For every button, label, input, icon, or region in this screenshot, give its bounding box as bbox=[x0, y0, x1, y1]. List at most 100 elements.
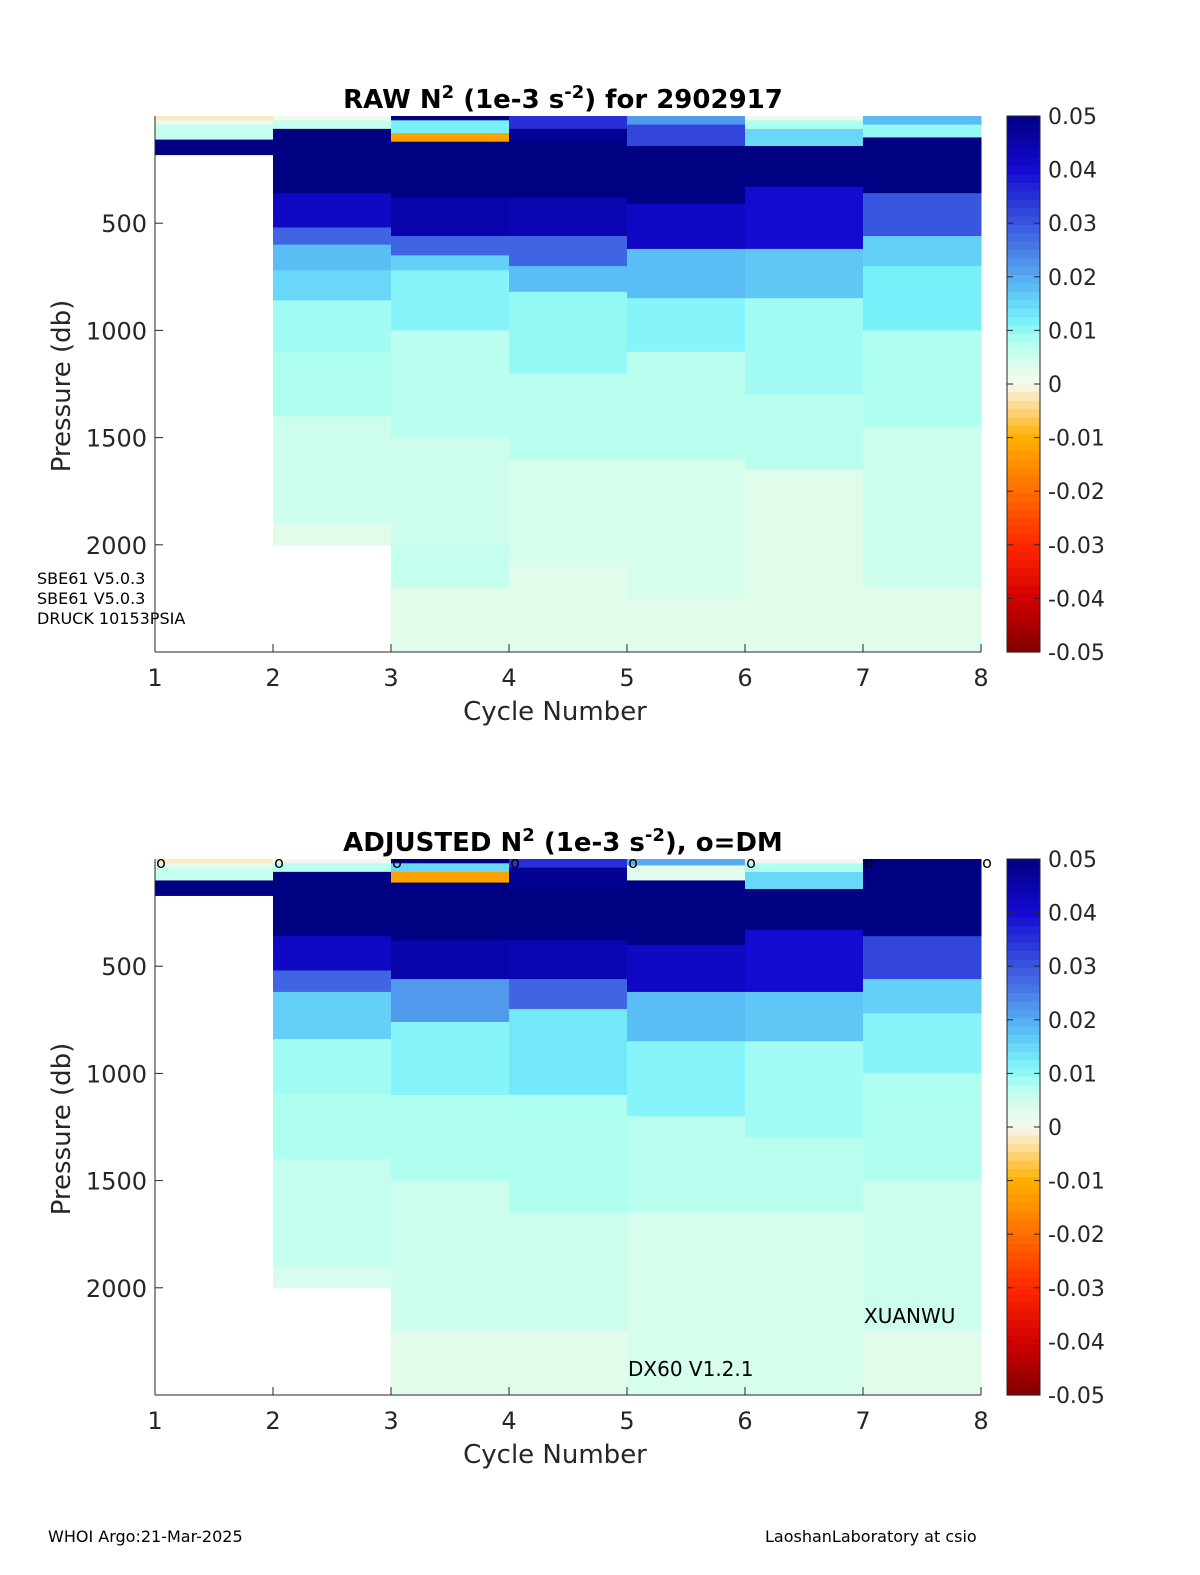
dm-flag-marker: o bbox=[864, 853, 874, 872]
colorbar-swatch bbox=[1007, 1034, 1040, 1044]
colorbar-swatch bbox=[1007, 926, 1040, 935]
colorbar-swatch bbox=[1007, 116, 1040, 125]
heatmap-cell-cycle-7 bbox=[863, 137, 982, 194]
heatmap-cell-cycle-5 bbox=[627, 116, 746, 126]
colorbar-tick-label: 0.05 bbox=[1048, 105, 1097, 130]
colorbar-swatch bbox=[1007, 917, 1040, 927]
colorbar-swatch bbox=[1007, 1311, 1040, 1321]
title-superscript: -2 bbox=[564, 82, 584, 103]
heatmap-cell-cycle-6 bbox=[745, 991, 864, 1042]
colorbar-swatch bbox=[1007, 1353, 1040, 1363]
heatmap-cell-cycle-6 bbox=[745, 394, 864, 471]
heatmap-cell-cycle-3 bbox=[391, 141, 510, 198]
colorbar-swatch bbox=[1007, 601, 1040, 611]
colorbar-tick-label: 0.03 bbox=[1048, 955, 1097, 980]
colorbar-swatch bbox=[1007, 867, 1040, 877]
colorbar-swatch bbox=[1007, 166, 1040, 176]
heatmap-cell-cycle-5 bbox=[627, 598, 746, 653]
heatmap-cell-cycle-2 bbox=[273, 859, 392, 864]
colorbar-swatch bbox=[1007, 1261, 1040, 1270]
heatmap-cell-cycle-4 bbox=[509, 236, 628, 267]
colorbar-tick-label: 0.02 bbox=[1048, 1009, 1097, 1034]
colorbar-swatch bbox=[1007, 1252, 1040, 1262]
colorbar-swatch bbox=[1007, 959, 1040, 969]
x-tick-label: 2 bbox=[265, 664, 280, 692]
y-tick-label: 2000 bbox=[86, 1275, 147, 1303]
heatmap-cell-cycle-6 bbox=[745, 1212, 864, 1396]
y-tick-label: 1500 bbox=[86, 1168, 147, 1196]
heatmap-cell-cycle-3 bbox=[391, 133, 510, 143]
dm-flag-marker: o bbox=[510, 853, 520, 872]
heatmap-cell-cycle-2 bbox=[273, 351, 392, 417]
heatmap-cell-cycle-1 bbox=[155, 139, 274, 156]
heatmap-cell-cycle-2 bbox=[273, 863, 392, 873]
colorbar-swatch bbox=[1007, 476, 1040, 486]
colorbar-swatch bbox=[1007, 875, 1040, 885]
colorbar-swatch bbox=[1007, 208, 1040, 218]
dm-flag-marker: o bbox=[982, 853, 992, 872]
colorbar-swatch bbox=[1007, 993, 1040, 1002]
heatmap-cell-cycle-4 bbox=[509, 859, 628, 869]
heatmap-cell-cycle-1 bbox=[155, 880, 274, 896]
colorbar-swatch bbox=[1007, 1185, 1040, 1195]
heatmap-cell-cycle-1 bbox=[155, 867, 274, 881]
title-segment: ADJUSTED N bbox=[343, 828, 522, 858]
heatmap-cell-cycle-4 bbox=[509, 197, 628, 237]
instrument-annotation: DX60 V1.2.1 bbox=[628, 1357, 753, 1381]
colorbar-swatch bbox=[1007, 618, 1040, 628]
chart-panel-1: 1 2 3 4 5 6 7 8 500 1000 1500 2000 Cycle Number Press… bbox=[37, 82, 1105, 728]
colorbar-swatch bbox=[1007, 900, 1040, 910]
heatmap-cell-cycle-5 bbox=[627, 459, 746, 599]
heatmap-cell-cycle-7 bbox=[863, 1073, 982, 1182]
heatmap-cell-cycle-2 bbox=[273, 148, 392, 194]
heatmap-cell-cycle-7 bbox=[863, 236, 982, 267]
heatmap-cell-cycle-3 bbox=[391, 1180, 510, 1332]
colorbar-tick-label: -0.04 bbox=[1048, 587, 1105, 612]
colorbar-swatch bbox=[1007, 275, 1040, 285]
colorbar-tick-label: -0.02 bbox=[1048, 480, 1105, 505]
heatmap-cell-cycle-5 bbox=[627, 944, 746, 993]
heatmap-cell-cycle-2 bbox=[273, 416, 392, 524]
heatmap-cell-cycle-4 bbox=[509, 889, 628, 941]
colorbar-swatch bbox=[1007, 392, 1040, 402]
heatmap-cell-cycle-4 bbox=[509, 128, 628, 143]
title-superscript: 2 bbox=[522, 825, 535, 846]
colorbar-tick-label: -0.03 bbox=[1048, 534, 1105, 559]
colorbar-swatch bbox=[1007, 157, 1040, 167]
colorbar-swatch bbox=[1007, 1043, 1040, 1053]
heatmap-cell-cycle-5 bbox=[627, 991, 746, 1042]
colorbar-swatch bbox=[1007, 325, 1040, 335]
heatmap-cell-cycle-2 bbox=[273, 991, 392, 1040]
heatmap-cell-cycle-5 bbox=[627, 1116, 746, 1214]
colorbar-swatch bbox=[1007, 149, 1040, 159]
heatmap-cell-cycle-4 bbox=[509, 1212, 628, 1332]
heatmap-cell-cycle-6 bbox=[745, 248, 864, 299]
colorbar-swatch bbox=[1007, 934, 1040, 944]
heatmap-cell-cycle-2 bbox=[273, 871, 392, 890]
colorbar-tick-label: -0.02 bbox=[1048, 1223, 1105, 1248]
colorbar-swatch bbox=[1007, 1177, 1040, 1187]
colorbar-swatch bbox=[1007, 1152, 1040, 1162]
heatmap-cell-cycle-3 bbox=[391, 882, 510, 941]
colorbar: 0.05 0.04 0.03 0.02 0.01 0 -0.01 -0.02 -0.03 -0.0… bbox=[1006, 105, 1105, 666]
heatmap-cell-cycle-7 bbox=[863, 124, 982, 138]
colorbar-swatch bbox=[1007, 250, 1040, 259]
heatmap-cell-cycle-4 bbox=[509, 291, 628, 374]
heatmap-cell-cycle-7 bbox=[863, 1180, 982, 1332]
heatmap-cell-cycle-3 bbox=[391, 236, 510, 256]
colorbar-tick-label: 0.01 bbox=[1048, 319, 1097, 344]
colorbar-swatch bbox=[1007, 526, 1040, 536]
colorbar-swatch bbox=[1007, 333, 1040, 343]
y-tick-label: 500 bbox=[101, 953, 147, 981]
heatmap-cell-cycle-3 bbox=[391, 544, 510, 589]
colorbar-swatch bbox=[1007, 216, 1040, 226]
heatmap-cell-cycle-6 bbox=[745, 1041, 864, 1139]
colorbar-swatch bbox=[1007, 375, 1040, 385]
colorbar-swatch bbox=[1007, 1235, 1040, 1245]
heatmap-cell-cycle-5 bbox=[627, 146, 746, 205]
heatmap-cell-cycle-6 bbox=[745, 298, 864, 396]
heatmap-cell-cycle-6 bbox=[745, 929, 864, 993]
colorbar-swatch bbox=[1007, 266, 1040, 276]
colorbar-swatch bbox=[1007, 534, 1040, 544]
